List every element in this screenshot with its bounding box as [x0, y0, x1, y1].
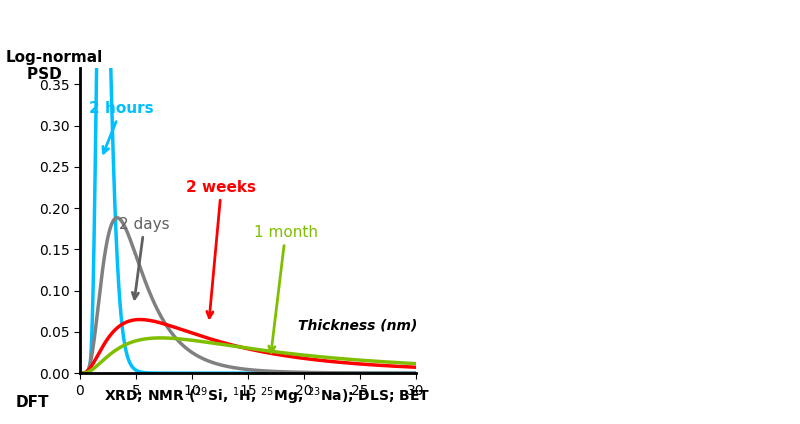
Text: 2 weeks: 2 weeks: [186, 180, 256, 318]
Text: Log-normal
    PSD: Log-normal PSD: [6, 50, 103, 82]
Text: XRD; NMR ($^{29}$Si, $^{1}$H, $^{25}$Mg, $^{23}$Na); DLS; BET: XRD; NMR ($^{29}$Si, $^{1}$H, $^{25}$Mg,…: [104, 385, 430, 407]
Text: Thickness (nm): Thickness (nm): [298, 318, 418, 332]
Text: DFT: DFT: [16, 395, 50, 410]
Text: 2 days: 2 days: [119, 217, 170, 299]
Text: 1 month: 1 month: [254, 225, 318, 352]
Text: 2 hours: 2 hours: [89, 101, 154, 153]
